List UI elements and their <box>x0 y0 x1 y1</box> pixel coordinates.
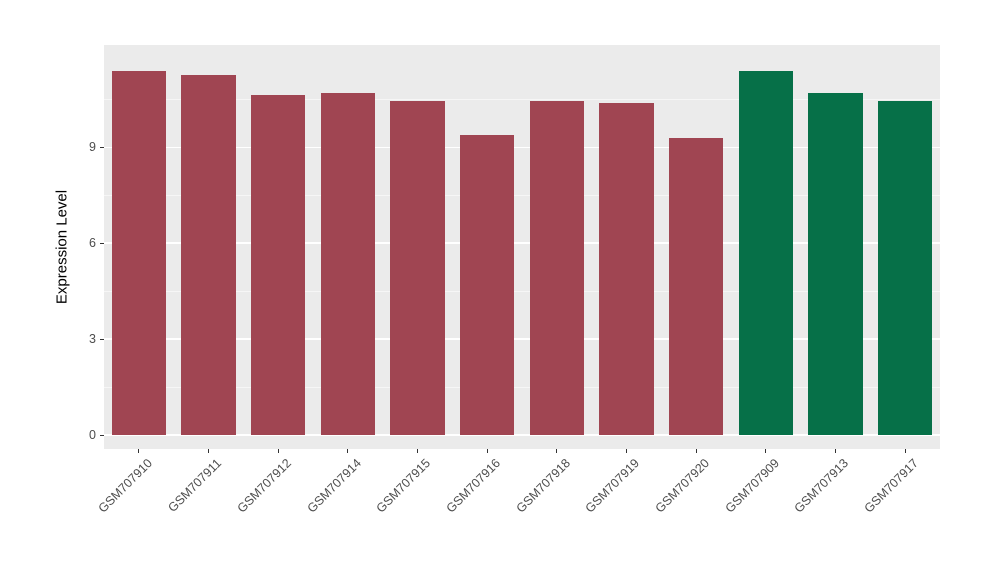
x-axis-tick <box>695 449 697 453</box>
x-axis-tick <box>347 449 349 453</box>
x-axis-tick <box>208 449 209 453</box>
bar-GSM707910 <box>111 70 166 435</box>
bar-GSM707919 <box>599 102 654 435</box>
x-axis-tick <box>486 449 488 453</box>
gridline-minor <box>104 386 940 388</box>
x-axis-tick-label-text: GSM707917 <box>861 456 922 516</box>
y-axis-tick-label: 9 <box>89 140 96 155</box>
gridline-major <box>104 242 940 244</box>
x-axis-tick-label-text: GSM707920 <box>652 456 713 516</box>
bar-GSM707920 <box>668 137 724 435</box>
x-axis-tick-label-text: GSM707916 <box>443 456 504 516</box>
bar-GSM707915 <box>390 100 445 435</box>
bar-GSM707916 <box>459 134 515 435</box>
x-axis-tick <box>835 449 836 453</box>
y-axis-tick-label: 6 <box>89 236 96 251</box>
y-axis-tick-label: 0 <box>89 428 96 442</box>
y-axis-tick <box>100 146 104 148</box>
x-axis-tick <box>277 449 279 453</box>
x-axis-tick-label-text: GSM707918 <box>513 456 573 516</box>
x-axis-tick-label-text: GSM707912 <box>234 456 295 516</box>
gridline-major <box>104 434 940 436</box>
bar-GSM707914 <box>320 92 375 435</box>
x-axis-tick-label-text: GSM707913 <box>791 456 852 516</box>
x-axis-tick <box>626 449 627 453</box>
y-axis-tick <box>100 242 104 244</box>
gridline-minor <box>104 290 940 292</box>
x-axis-tick-label-text: GSM707910 <box>95 456 155 516</box>
x-axis-tick <box>556 449 558 453</box>
gridline-minor <box>104 98 940 100</box>
gridline-minor <box>104 194 940 196</box>
x-axis-tick-label-text: GSM707919 <box>582 456 643 516</box>
x-axis-tick-label-text: GSM707915 <box>373 456 434 516</box>
x-axis-tick <box>904 449 906 453</box>
gridline-major <box>104 338 940 340</box>
x-axis-tick <box>765 449 767 453</box>
bar-GSM707918 <box>529 100 584 435</box>
y-axis-tick-label: 3 <box>89 332 96 347</box>
plot-panel <box>104 45 940 449</box>
bar-GSM707913 <box>808 92 863 435</box>
y-axis-tick <box>100 338 104 340</box>
x-axis-tick-label-text: GSM707911 <box>165 456 225 515</box>
x-axis-tick-label-text: GSM707909 <box>722 456 782 516</box>
bar-GSM707912 <box>250 94 306 435</box>
x-axis-tick <box>138 449 140 453</box>
x-axis-tick <box>417 449 418 453</box>
gridline-major <box>104 146 940 149</box>
bar-GSM707909 <box>738 70 793 435</box>
y-axis-tick <box>100 434 104 436</box>
x-axis-tick-label-text: GSM707914 <box>304 456 364 516</box>
bar-GSM707911 <box>181 75 236 435</box>
bar-GSM707917 <box>877 100 933 435</box>
